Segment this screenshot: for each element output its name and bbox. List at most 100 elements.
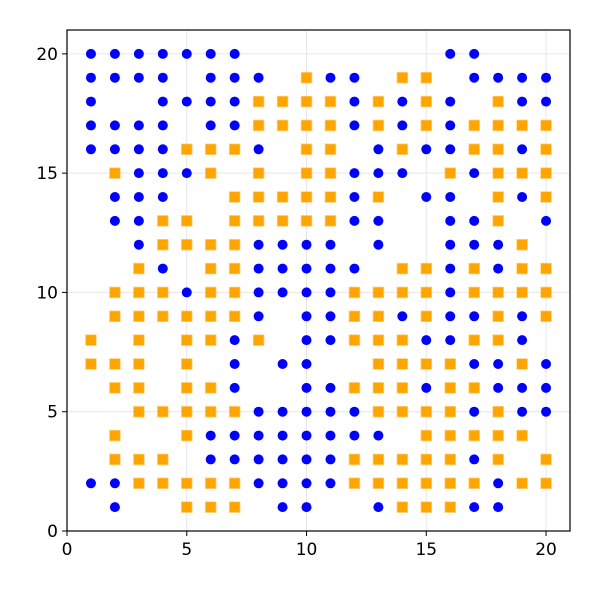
marks bbox=[85, 48, 552, 513]
point bbox=[228, 310, 241, 323]
point bbox=[445, 311, 456, 322]
point bbox=[373, 215, 384, 226]
point bbox=[468, 143, 480, 156]
point bbox=[516, 119, 528, 132]
point bbox=[420, 262, 433, 275]
point bbox=[109, 358, 121, 370]
point bbox=[540, 310, 552, 323]
point bbox=[181, 358, 193, 370]
point bbox=[133, 215, 144, 226]
point bbox=[301, 287, 312, 298]
point bbox=[205, 454, 216, 465]
point bbox=[420, 286, 433, 299]
point bbox=[85, 144, 96, 155]
point bbox=[157, 263, 168, 274]
point bbox=[469, 502, 480, 513]
point bbox=[469, 359, 480, 369]
point bbox=[444, 429, 456, 442]
x-tick-label: 15 bbox=[415, 540, 437, 560]
point bbox=[517, 406, 528, 417]
point bbox=[324, 143, 337, 156]
point bbox=[133, 239, 144, 250]
point bbox=[157, 286, 169, 299]
point bbox=[373, 168, 384, 179]
point bbox=[348, 477, 361, 490]
point bbox=[492, 310, 504, 323]
point bbox=[109, 48, 120, 59]
point bbox=[445, 335, 456, 346]
point bbox=[540, 119, 552, 132]
point bbox=[517, 382, 528, 393]
point bbox=[133, 144, 144, 155]
point bbox=[420, 501, 433, 513]
point bbox=[229, 430, 240, 441]
point bbox=[324, 95, 337, 108]
point bbox=[540, 167, 552, 179]
point bbox=[276, 191, 289, 203]
point bbox=[324, 119, 337, 132]
y-tick-label: 10 bbox=[36, 283, 58, 303]
point bbox=[469, 239, 480, 250]
point bbox=[181, 501, 193, 513]
point bbox=[373, 144, 384, 155]
point bbox=[133, 453, 145, 466]
point bbox=[444, 405, 456, 418]
point bbox=[445, 263, 456, 274]
point bbox=[133, 310, 145, 323]
point bbox=[325, 72, 336, 83]
point bbox=[85, 334, 97, 346]
point bbox=[517, 311, 528, 322]
point bbox=[492, 215, 504, 227]
point bbox=[301, 239, 312, 250]
point bbox=[516, 286, 528, 299]
point bbox=[228, 405, 241, 418]
point bbox=[229, 72, 240, 83]
point bbox=[492, 286, 504, 299]
point bbox=[325, 311, 336, 322]
point bbox=[372, 477, 385, 490]
point bbox=[133, 334, 145, 346]
point bbox=[469, 215, 480, 226]
point bbox=[421, 382, 432, 393]
point bbox=[540, 286, 552, 299]
point bbox=[493, 263, 504, 274]
point bbox=[540, 262, 552, 275]
point bbox=[396, 262, 409, 275]
point bbox=[325, 478, 336, 489]
point bbox=[157, 238, 169, 251]
point bbox=[253, 406, 264, 417]
point bbox=[109, 310, 121, 323]
point bbox=[157, 144, 168, 155]
point bbox=[349, 406, 360, 417]
point bbox=[445, 287, 456, 298]
point bbox=[109, 192, 120, 202]
point bbox=[301, 478, 312, 489]
point bbox=[109, 72, 120, 83]
point bbox=[493, 72, 504, 83]
point bbox=[397, 120, 408, 131]
point bbox=[252, 119, 265, 132]
y-tick-label: 20 bbox=[36, 45, 58, 65]
point bbox=[109, 120, 120, 131]
point bbox=[493, 359, 504, 369]
point bbox=[540, 453, 552, 466]
point bbox=[276, 119, 289, 132]
point bbox=[277, 406, 288, 417]
point bbox=[445, 192, 456, 202]
point bbox=[325, 335, 336, 346]
point bbox=[85, 72, 96, 83]
point bbox=[181, 334, 193, 346]
point bbox=[109, 382, 121, 394]
point bbox=[253, 144, 264, 155]
point bbox=[85, 478, 96, 489]
point bbox=[516, 167, 528, 179]
point bbox=[205, 120, 216, 131]
point bbox=[468, 334, 480, 346]
point bbox=[493, 239, 504, 250]
point bbox=[348, 286, 361, 299]
point bbox=[516, 262, 528, 275]
point bbox=[300, 119, 313, 132]
point bbox=[157, 96, 168, 107]
point bbox=[325, 287, 336, 298]
point bbox=[420, 453, 433, 466]
